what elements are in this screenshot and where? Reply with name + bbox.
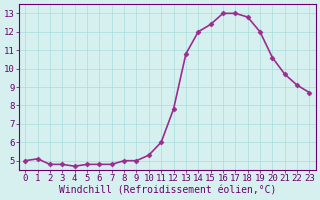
X-axis label: Windchill (Refroidissement éolien,°C): Windchill (Refroidissement éolien,°C) [59, 186, 276, 196]
